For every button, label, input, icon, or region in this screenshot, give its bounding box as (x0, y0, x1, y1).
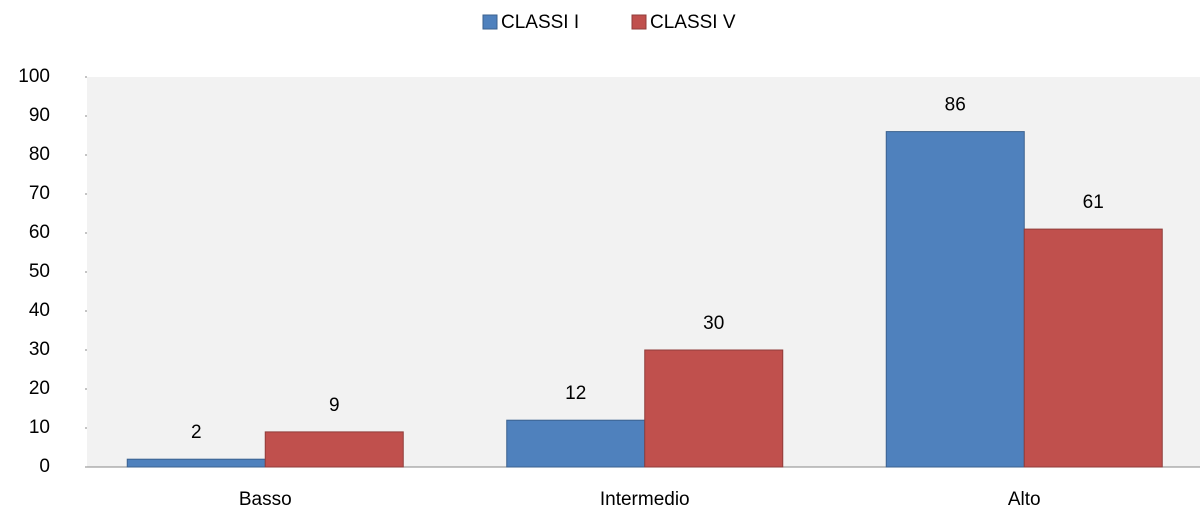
x-tick-label: Basso (239, 489, 292, 510)
bar (506, 419, 646, 468)
legend-swatch (631, 14, 647, 30)
y-tick-label: 50 (29, 261, 50, 282)
y-tick-label: 30 (29, 339, 50, 360)
data-label: 86 (945, 95, 966, 116)
legend-swatch (482, 14, 498, 30)
bar (644, 349, 784, 468)
bar (264, 431, 404, 468)
y-tick-label: 100 (18, 66, 50, 87)
bar (1023, 228, 1163, 468)
data-label: 2 (191, 422, 202, 443)
y-tick-label: 10 (29, 417, 50, 438)
y-tick-label: 0 (39, 456, 50, 477)
y-tick-label: 20 (29, 378, 50, 399)
x-tick-label: Alto (1008, 489, 1041, 510)
data-label: 61 (1083, 192, 1104, 213)
y-tick-label: 40 (29, 300, 50, 321)
y-tick-label: 70 (29, 183, 50, 204)
y-tick-label: 60 (29, 222, 50, 243)
y-tick-label: 90 (29, 105, 50, 126)
data-label: 12 (565, 383, 586, 404)
data-label: 9 (329, 395, 340, 416)
data-label: 30 (703, 313, 724, 334)
x-tick-label: Intermedio (600, 489, 690, 510)
bar (126, 458, 266, 468)
y-tick-label: 80 (29, 144, 50, 165)
bar (885, 131, 1025, 468)
legend-label: CLASSI V (650, 12, 736, 33)
legend-label: CLASSI I (501, 12, 579, 33)
